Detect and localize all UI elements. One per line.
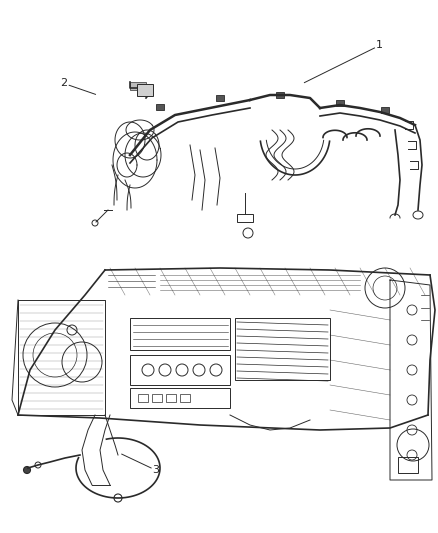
Text: 2: 2 — [60, 78, 67, 87]
Bar — [138, 394, 148, 402]
Bar — [130, 82, 146, 90]
Bar — [381, 107, 389, 113]
Bar — [216, 95, 224, 101]
Bar — [130, 388, 230, 408]
Bar — [130, 318, 230, 350]
Bar — [235, 318, 330, 380]
Bar — [398, 457, 418, 473]
Bar — [152, 394, 162, 402]
Text: 3: 3 — [152, 465, 159, 475]
Bar — [237, 214, 253, 222]
Bar — [276, 92, 284, 98]
Circle shape — [24, 466, 31, 473]
Bar — [137, 84, 153, 96]
Bar — [336, 100, 344, 106]
Bar — [156, 104, 164, 110]
Bar — [180, 394, 190, 402]
Text: 1: 1 — [375, 41, 382, 50]
Bar — [166, 394, 176, 402]
Bar — [130, 355, 230, 385]
